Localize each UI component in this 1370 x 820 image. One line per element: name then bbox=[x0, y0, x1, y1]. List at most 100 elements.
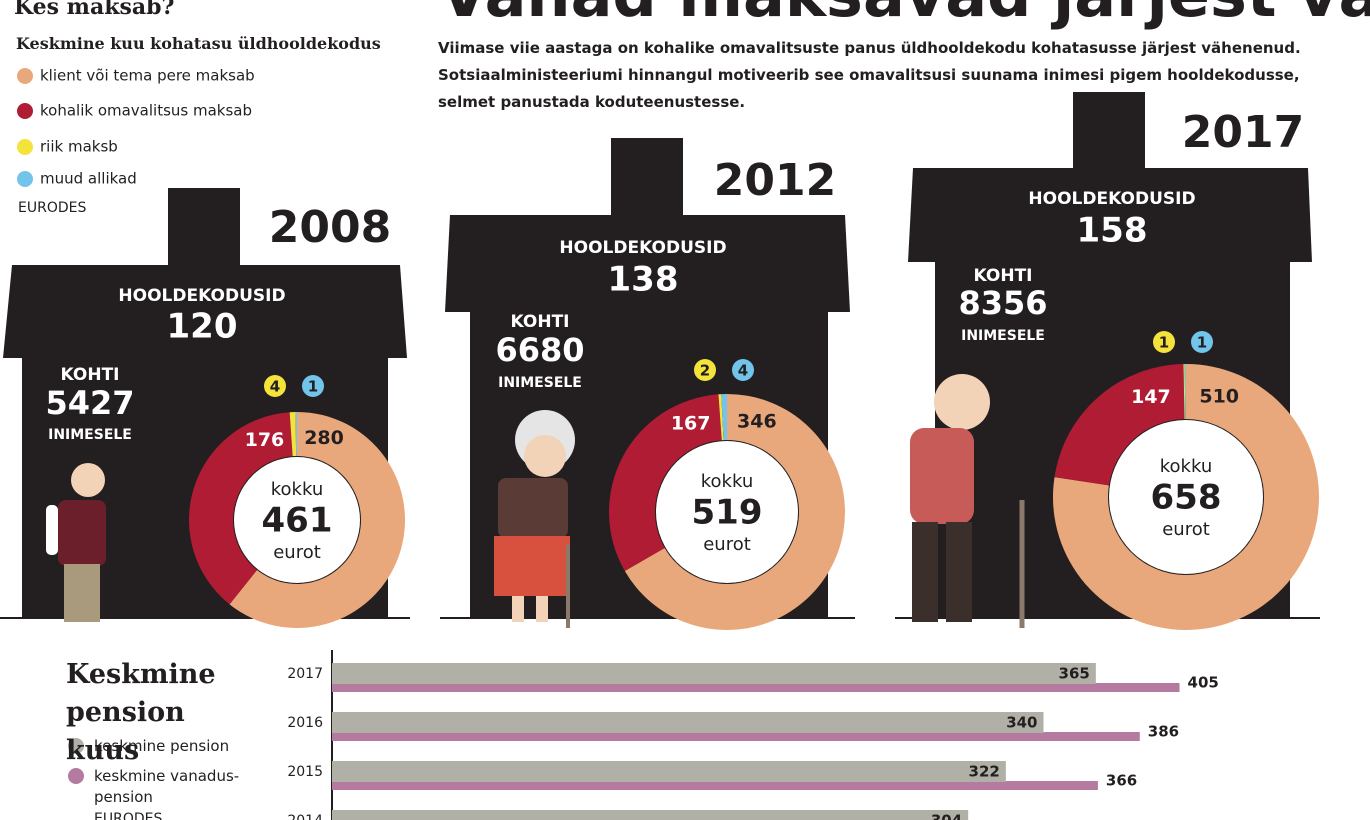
intro-line: Viimase viie aastaga on kohalike omavali… bbox=[438, 39, 1301, 57]
total: 658 bbox=[1151, 478, 1222, 518]
donut-segment bbox=[1053, 364, 1320, 630]
year: 2017 bbox=[1182, 107, 1304, 158]
legend-swatch bbox=[17, 139, 33, 155]
donut-segment bbox=[295, 412, 297, 457]
person bbox=[910, 374, 1025, 628]
title: Vanad maksavad järjest vähem bbox=[440, 0, 1370, 31]
small-marker bbox=[732, 359, 754, 381]
places-unit: INIMESELE bbox=[48, 427, 132, 443]
total-label: kokku bbox=[271, 479, 324, 500]
value-label: 366 bbox=[1106, 772, 1137, 790]
person bbox=[494, 410, 575, 628]
donut-segment bbox=[229, 412, 406, 628]
total: 519 bbox=[692, 493, 763, 533]
legend-title: Kes maksab? bbox=[14, 0, 175, 20]
places-unit: INIMESELE bbox=[498, 375, 582, 391]
value-label: 365 bbox=[1059, 665, 1090, 683]
small-label: 2 bbox=[700, 362, 710, 380]
segment-label: 167 bbox=[671, 413, 711, 435]
small-label: 1 bbox=[308, 378, 318, 396]
legend-label: muud allikad bbox=[40, 170, 137, 188]
person bbox=[46, 463, 106, 622]
bar bbox=[332, 810, 969, 820]
places-unit: INIMESELE bbox=[961, 328, 1045, 344]
donut-hole bbox=[1109, 420, 1263, 574]
small-label: 4 bbox=[270, 378, 280, 396]
segment-label: 510 bbox=[1199, 385, 1239, 407]
homes-label: HOOLDEKODUSID bbox=[118, 286, 285, 306]
segment-label: 147 bbox=[1131, 386, 1171, 408]
small-label: 1 bbox=[1159, 334, 1169, 352]
legend-label: kohalik omavalitsus maksab bbox=[40, 102, 252, 120]
bar-unit: EURODES bbox=[94, 811, 163, 820]
intro: Viimase viie aastaga on kohalike omavali… bbox=[438, 35, 1301, 116]
bar bbox=[332, 663, 1096, 684]
donut-segment bbox=[1183, 364, 1186, 420]
legend-swatch bbox=[17, 171, 33, 187]
segment-label: 346 bbox=[737, 410, 777, 432]
chimney bbox=[1073, 92, 1145, 172]
legend-subtitle: Keskmine kuu kohatasu üldhooldekodus bbox=[16, 34, 381, 53]
bar bbox=[332, 712, 1044, 733]
legend-swatch bbox=[68, 738, 84, 754]
leader bbox=[1201, 351, 1213, 365]
legend-label: keskmine pension bbox=[94, 737, 230, 755]
value-label: 405 bbox=[1188, 674, 1219, 692]
small-label: 1 bbox=[1197, 334, 1207, 352]
value-label: 340 bbox=[1006, 714, 1037, 732]
year: 2012 bbox=[714, 155, 836, 206]
legend-label: klient või tema pere maksab bbox=[40, 67, 255, 85]
chimney bbox=[611, 138, 683, 218]
places: 5427 bbox=[45, 384, 134, 422]
total-unit: eurot bbox=[703, 534, 751, 555]
places: 6680 bbox=[495, 331, 584, 369]
donut-segment bbox=[624, 394, 845, 630]
legend-swatch bbox=[17, 103, 33, 119]
places: 8356 bbox=[958, 284, 1047, 322]
small-marker bbox=[264, 375, 286, 397]
donut-hole bbox=[234, 457, 360, 583]
donut-hole bbox=[656, 441, 798, 583]
legend-swatch bbox=[17, 68, 33, 84]
value-label: 304 bbox=[931, 812, 962, 820]
donut-segment bbox=[608, 394, 722, 571]
year: 2008 bbox=[269, 202, 391, 253]
donut-segment bbox=[718, 394, 724, 441]
donut-segment bbox=[1184, 364, 1186, 420]
intro-line: selmet panustada koduteenustesse. bbox=[438, 93, 746, 111]
y-tick-label: 2016 bbox=[287, 715, 323, 731]
segment-label: 176 bbox=[245, 429, 285, 451]
total-label: kokku bbox=[1160, 456, 1213, 477]
value-label: 386 bbox=[1148, 723, 1179, 741]
homes-label: HOOLDEKODUSID bbox=[1028, 189, 1195, 209]
bar bbox=[332, 781, 1098, 790]
legend-label: keskmine vanadus-pension bbox=[94, 767, 240, 806]
places-label: KOHTI bbox=[510, 312, 569, 332]
intro-line: Sotsiaalministeeriumi hinnangul motiveer… bbox=[438, 66, 1300, 84]
segment-label: 280 bbox=[304, 427, 344, 449]
donut-segment bbox=[1054, 364, 1185, 486]
leader bbox=[742, 379, 754, 395]
small-label: 4 bbox=[738, 362, 748, 380]
small-marker bbox=[302, 375, 324, 397]
legend-label: riik maksb bbox=[40, 138, 118, 156]
donut-segment bbox=[189, 412, 293, 605]
small-marker bbox=[1191, 331, 1213, 353]
legend-swatch bbox=[68, 768, 84, 784]
bar bbox=[332, 761, 1006, 782]
places-label: KOHTI bbox=[60, 365, 119, 385]
homes: 138 bbox=[608, 260, 679, 300]
donut-segment bbox=[721, 394, 727, 441]
small-marker bbox=[1153, 331, 1175, 353]
y-tick-label: 2014 bbox=[287, 813, 323, 820]
bar bbox=[332, 732, 1140, 741]
total: 461 bbox=[262, 501, 333, 541]
homes: 158 bbox=[1077, 211, 1148, 251]
total-label: kokku bbox=[701, 471, 754, 492]
places-label: KOHTI bbox=[973, 266, 1032, 286]
homes: 120 bbox=[167, 307, 238, 347]
y-tick-label: 2017 bbox=[287, 666, 323, 682]
total-unit: eurot bbox=[1162, 519, 1210, 540]
chimney bbox=[168, 188, 240, 268]
